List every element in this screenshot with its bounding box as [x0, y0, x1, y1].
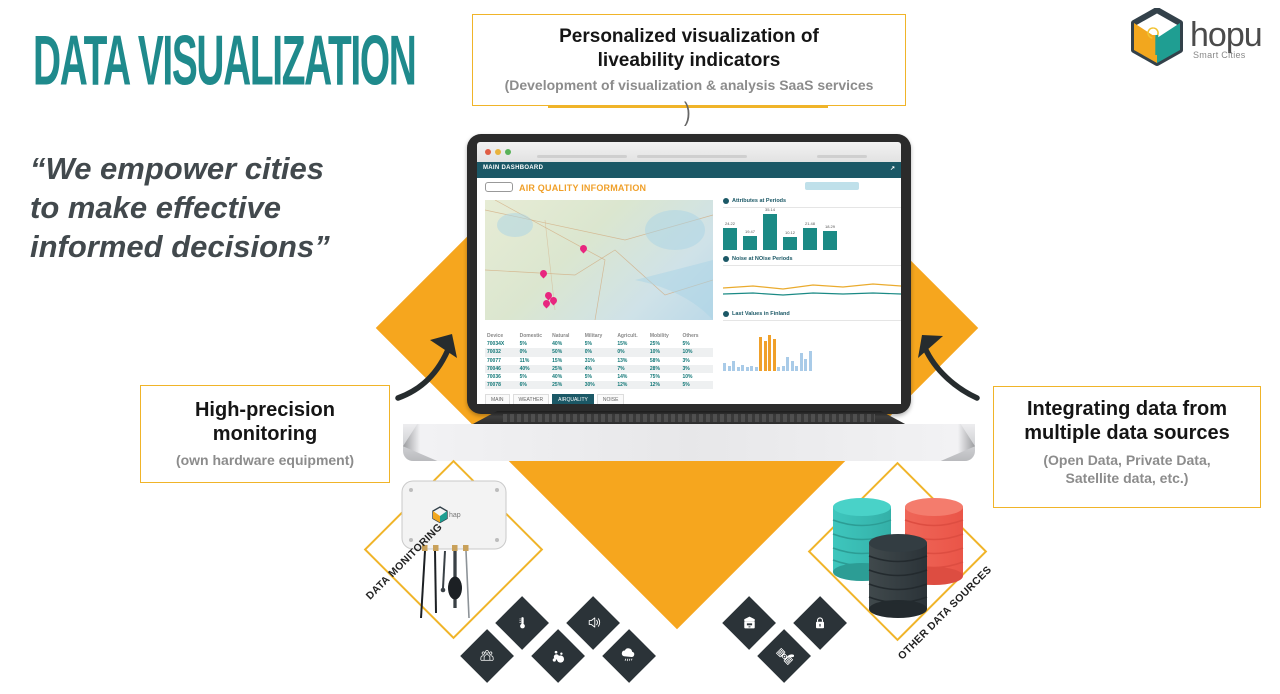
- svg-text:hap: hap: [449, 512, 461, 519]
